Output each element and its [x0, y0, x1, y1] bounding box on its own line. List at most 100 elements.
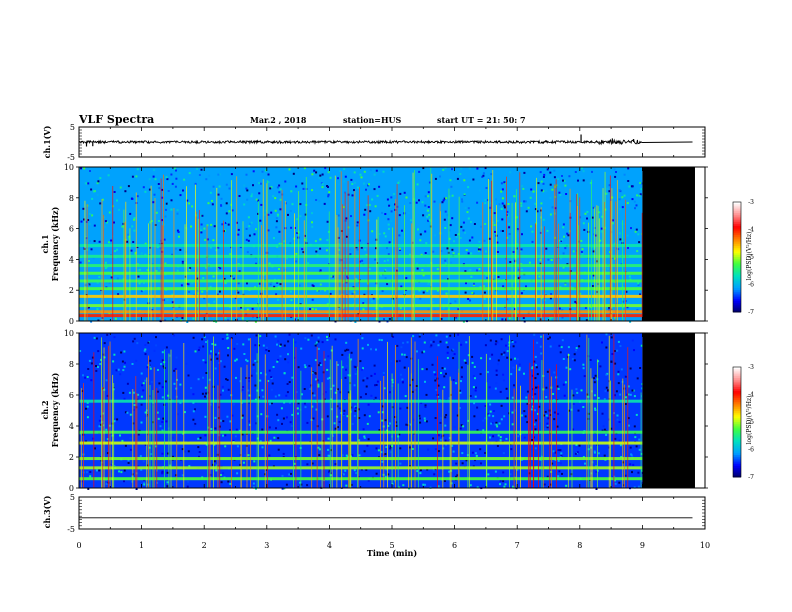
x-tick-label: 0	[76, 541, 81, 550]
ch2-spectrogram-speckle	[171, 436, 174, 439]
ch2-spectrogram-speckle	[375, 348, 377, 351]
ch2-spectrogram-speckle	[593, 394, 596, 397]
ch2-spectrogram-speckle	[201, 392, 204, 395]
ch2-spectrogram-speckle	[162, 417, 165, 420]
ch1-spectrogram-speckle	[329, 176, 332, 179]
ch2-spectrogram-speckle	[293, 356, 296, 359]
ch1-spectrogram-speckle	[319, 247, 322, 250]
ch2-spectrogram-speckle	[362, 367, 364, 370]
ch2-spectrogram-speckle	[411, 378, 414, 381]
ch1-spectrogram-speckle	[313, 169, 316, 172]
ch1-spectrogram-speckle	[137, 269, 140, 272]
ch2-spectrogram-speckle	[322, 393, 325, 396]
ch1-spectrogram-speckle	[461, 198, 463, 201]
ch2-spectrogram-speckle	[343, 409, 346, 412]
ch1-spectrogram-speckle	[285, 258, 288, 261]
ch2-spectrogram-speckle	[350, 406, 353, 409]
ch1-spectrogram-speckle	[269, 283, 272, 286]
ch2-spectrogram-speckle	[500, 404, 503, 407]
ch1-colorbar-swatch	[733, 255, 741, 258]
ch2-spectrogram-speckle	[300, 347, 303, 350]
ch2-spectrogram-speckle	[599, 365, 602, 368]
ch1-spectrogram-speckle	[631, 185, 634, 188]
ch2-spectrogram-speckle	[365, 468, 368, 471]
ch2-spectrogram-speckle	[359, 456, 362, 458]
ch1-spectrogram-speckle	[149, 221, 152, 224]
ch1-spectrogram-speckle	[228, 210, 231, 213]
ch2-spectrogram-speckle	[446, 357, 449, 359]
ch1-spectrogram-speckle	[127, 233, 129, 236]
ch2-spectrogram-speckle	[95, 369, 98, 372]
ch1-spectrogram-speckle	[468, 269, 471, 272]
ch1-spectrogram-speckle	[169, 181, 172, 184]
ch2-spectrogram-speckle	[377, 411, 380, 414]
ch2-spectrogram-speckle	[135, 359, 138, 362]
ch2-spectrogram-speckle	[540, 335, 543, 338]
ch2-spectrogram-speckle	[572, 428, 575, 431]
ch2-spectrogram-speckle	[635, 445, 638, 448]
ch1-spectrogram-speckle	[283, 240, 286, 243]
ch2-spectrogram-speckle	[366, 377, 369, 380]
ch1-spectrogram-speckle	[272, 195, 275, 198]
ch1-spectrogram-speckle	[409, 253, 411, 256]
ch2-spectrogram-speckle	[210, 350, 212, 353]
ch2-spectrogram-band	[79, 457, 643, 461]
ch2-spectrogram-speckle	[204, 434, 207, 437]
ch1-spectrogram-speckle	[270, 211, 273, 214]
ch1-spectrogram-speckle	[476, 201, 479, 204]
ch1-spectrogram-speckle	[360, 246, 363, 249]
ch2-spectrogram-ytick-label: 2	[69, 453, 74, 462]
ch1-spectrogram-speckle	[482, 174, 485, 177]
ch1-spectrogram-speckle	[292, 172, 295, 175]
ch1-spectrogram-speckle	[427, 191, 430, 194]
ch2-spectrogram-speckle	[338, 407, 341, 410]
ch1-spectrogram-speckle	[316, 289, 319, 292]
ch1-spectrogram-speckle	[174, 247, 177, 250]
ch2-spectrogram-speckle	[313, 394, 316, 397]
ch1-spectrogram-speckle	[462, 320, 465, 323]
ch2-spectrogram-speckle	[557, 412, 560, 415]
ch1-spectrogram-speckle	[427, 283, 430, 285]
ch1-spectrogram-speckle	[445, 274, 448, 277]
ch1-spectrogram-speckle	[179, 248, 182, 251]
ch2-spectrogram-speckle	[526, 402, 529, 405]
ch2-colorbar-swatch	[733, 418, 741, 421]
ch2-spectrogram-speckle	[589, 359, 592, 361]
ch1-spectrogram-speckle	[337, 214, 340, 217]
ch1-spectrogram-speckle	[192, 317, 195, 320]
ch2-spectrogram-speckle	[424, 419, 427, 422]
ch1-spectrogram-speckle	[441, 201, 444, 204]
ch1-spectrogram-speckle	[549, 171, 552, 174]
ch2-spectrogram-speckle	[553, 371, 556, 374]
ch2-spectrogram-speckle	[245, 481, 248, 484]
ch1-spectrogram-speckle	[212, 239, 215, 242]
ch1-spectrogram-speckle	[245, 238, 248, 241]
ch1-spectrogram-speckle	[513, 195, 516, 198]
ch2-spectrogram-speckle	[258, 344, 260, 347]
ch1-spectrogram-speckle	[559, 193, 562, 196]
ch1-spectrogram-speckle	[467, 186, 470, 189]
ch1-colorbar-swatch	[733, 304, 741, 307]
ch2-spectrogram-speckle	[510, 358, 513, 361]
ch1-spectrogram-speckle	[183, 178, 186, 181]
ch1-spectrogram-speckle	[403, 191, 406, 194]
ch1-spectrogram-speckle	[582, 179, 585, 182]
ch2-spectrogram-speckle	[87, 368, 90, 370]
ch2-spectrogram-speckle	[168, 354, 171, 357]
ch1-spectrogram-speckle	[202, 277, 205, 279]
ch1-spectrogram-speckle	[482, 172, 485, 175]
ch2-spectrogram-speckle	[133, 404, 136, 406]
ch2-spectrogram-speckle	[167, 394, 170, 397]
ch1-spectrogram-speckle	[460, 167, 463, 170]
ch1-spectrogram-speckle	[577, 240, 580, 243]
ch2-spectrogram-speckle	[617, 340, 620, 343]
ch2-spectrogram-speckle	[260, 413, 263, 416]
ch2-spectrogram-speckle	[638, 438, 641, 441]
ch2-spectrogram-speckle	[518, 368, 521, 371]
ch1-spectrogram-speckle	[234, 297, 237, 300]
ch1-colorbar-swatch	[733, 310, 741, 313]
ch2-spectrogram-speckle	[533, 409, 536, 412]
ch2-spectrogram-speckle	[495, 369, 498, 372]
ch2-spectrogram-speckle	[133, 337, 136, 340]
ch2-spectrogram-speckle	[337, 388, 339, 391]
